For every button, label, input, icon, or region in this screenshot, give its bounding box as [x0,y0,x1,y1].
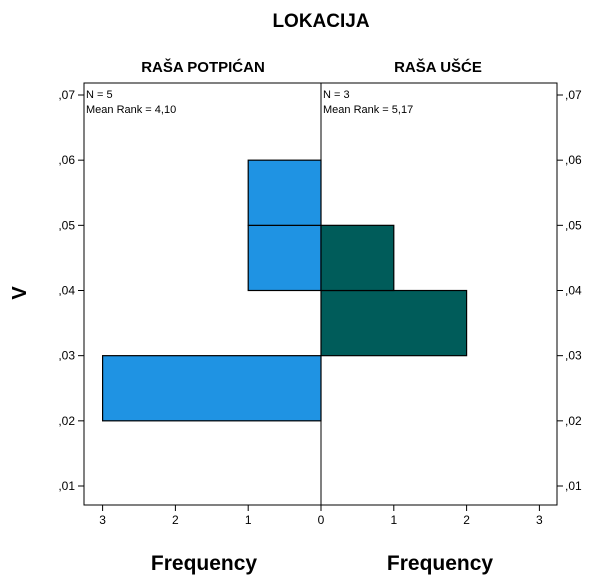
x-axis-label-right: Frequency [387,552,494,575]
y-tick-label-left: ,05 [58,218,75,232]
y-tick-label-left: ,07 [58,88,75,102]
y-tick-label-right: ,02 [565,414,582,428]
y-tick-label-left: ,04 [58,284,75,298]
panel-title-right: RAŠA UŠĆE [394,58,482,76]
y-tick-label-right: ,04 [565,284,582,298]
y-tick-label-left: ,03 [58,349,75,363]
y-tick-label-left: ,02 [58,414,75,428]
panel-title-left: RAŠA POTPIĆAN [141,58,265,76]
y-tick-label-right: ,03 [565,349,582,363]
histogram-bar-right-1 [320,224,395,292]
left-mean-rank-label: Mean Rank = 4,10 [86,104,176,116]
y-tick-label-right: ,05 [565,218,582,232]
x-tick-label: 1 [245,513,252,527]
y-tick-label-right: ,01 [565,479,582,493]
x-tick-label: 2 [463,513,470,527]
histogram-bar-left-2 [247,159,322,226]
x-tick-label: 3 [99,513,106,527]
x-tick-label: 0 [318,513,325,527]
x-axis-label-left: Frequency [151,552,258,575]
y-tick-label-right: ,07 [565,88,582,102]
histogram-bar-left-1 [247,224,322,292]
right-n-label: N = 3 [323,89,350,101]
right-mean-rank-label: Mean Rank = 5,17 [323,104,413,116]
x-tick-label: 2 [172,513,179,527]
x-tick-label: 1 [390,513,397,527]
y-tick-label-right: ,06 [565,153,582,167]
y-tick-label-left: ,01 [58,479,75,493]
left-n-label: N = 5 [86,89,113,101]
histogram-bar-left-0 [101,355,322,422]
y-axis-label: V [9,286,31,300]
y-tick-label-left: ,06 [58,153,75,167]
x-tick-label: 3 [536,513,543,527]
histogram-bar-right-0 [320,289,468,357]
chart-title: LOKACIJA [272,11,369,32]
